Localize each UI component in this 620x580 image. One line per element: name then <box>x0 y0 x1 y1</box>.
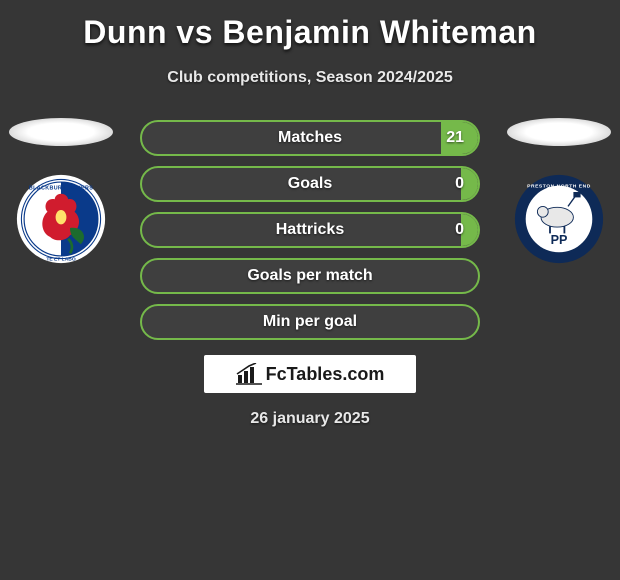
stat-label: Goals per match <box>142 267 478 285</box>
stat-row-goals: Goals 0 <box>140 166 480 202</box>
stat-label: Goals <box>142 175 478 193</box>
brand-badge: FcTables.com <box>204 355 416 393</box>
date-text: 26 january 2025 <box>0 410 620 428</box>
page-title: Dunn vs Benjamin Whiteman <box>0 0 620 51</box>
svg-text:BLACKBURN ROVERS: BLACKBURN ROVERS <box>29 185 93 191</box>
left-player-oval <box>9 118 113 146</box>
chart-icon <box>236 363 262 385</box>
left-club-crest: BLACKBURN ROVERS TE ET LABO <box>16 174 106 264</box>
stat-label: Hattricks <box>142 221 478 239</box>
stat-row-hattricks: Hattricks 0 <box>140 212 480 248</box>
stat-value-right: 0 <box>455 175 464 193</box>
subtitle: Club competitions, Season 2024/2025 <box>0 69 620 87</box>
brand-text: FcTables.com <box>266 364 385 385</box>
stat-label: Matches <box>142 129 478 147</box>
right-player-oval <box>507 118 611 146</box>
stat-value-right: 0 <box>455 221 464 239</box>
right-club-crest: PRESTON NORTH END PP <box>514 174 604 264</box>
svg-text:PRESTON NORTH END: PRESTON NORTH END <box>527 184 591 190</box>
stat-value-right: 21 <box>446 129 464 147</box>
stat-row-mpg: Min per goal <box>140 304 480 340</box>
stats-container: Matches 21 Goals 0 Hattricks 0 Goals per… <box>140 120 480 350</box>
stat-row-gpm: Goals per match <box>140 258 480 294</box>
svg-text:PP: PP <box>551 233 568 247</box>
svg-text:TE ET LABO: TE ET LABO <box>46 256 76 262</box>
stat-row-matches: Matches 21 <box>140 120 480 156</box>
left-player-column: BLACKBURN ROVERS TE ET LABO <box>6 118 116 264</box>
right-player-column: PRESTON NORTH END PP <box>504 118 614 264</box>
stat-label: Min per goal <box>142 313 478 331</box>
